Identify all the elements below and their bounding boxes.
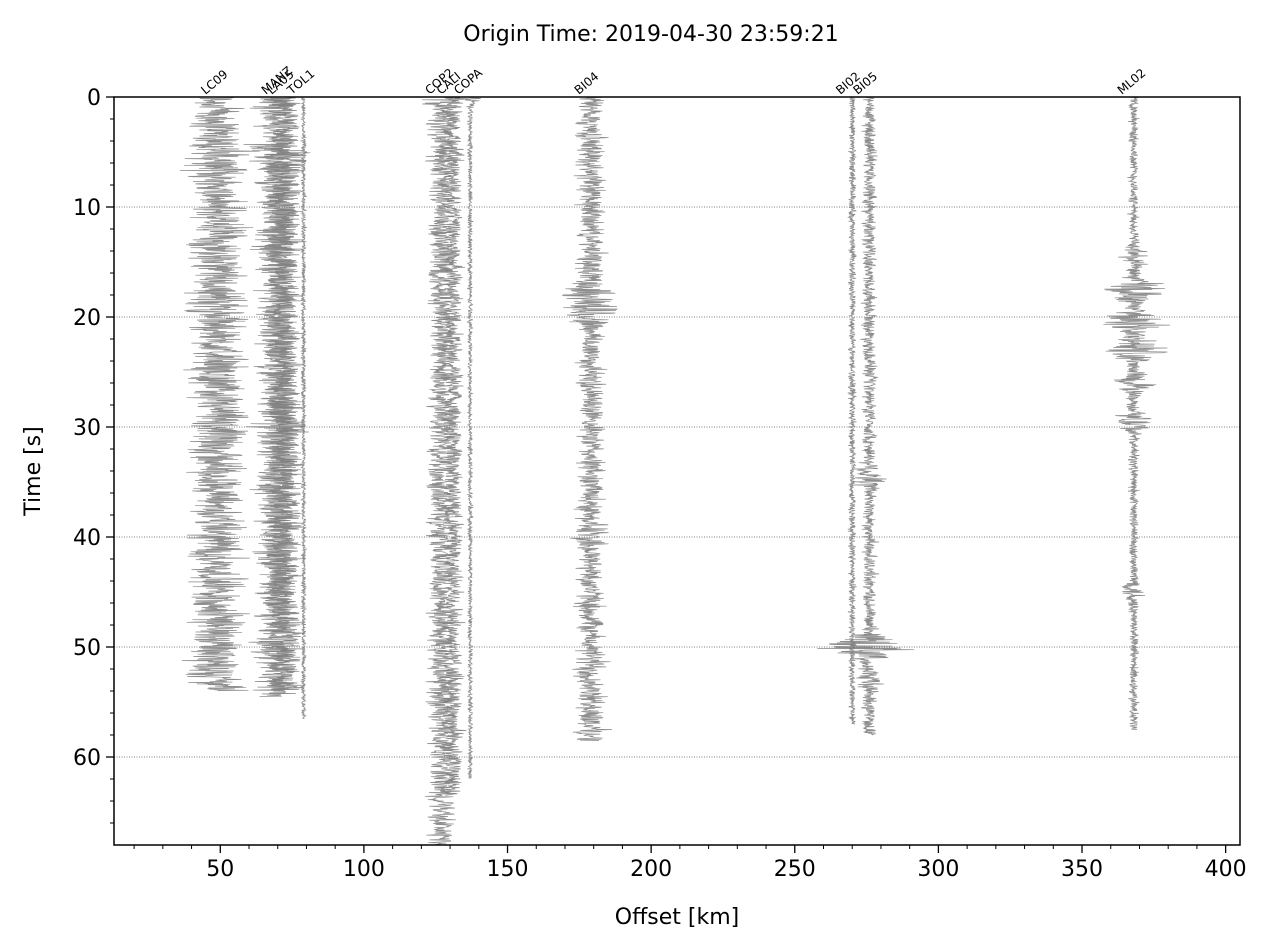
x-tick-label: 350 [1061,857,1103,882]
x-tick-label: 400 [1205,857,1247,882]
y-axis: 0 10 20 30 40 50 60 [73,86,114,824]
traces [179,96,1171,846]
x-tick-label: 250 [774,857,816,882]
trace-tol1 [299,96,308,719]
x-axis-label: Offset [km] [615,905,739,930]
x-tick-label: 150 [487,857,529,882]
x-tick-label: 50 [206,857,234,882]
x-axis: 50 100 150 200 250 300 350 400 [133,845,1247,882]
station-label-copa: COPA [451,65,486,97]
trace-lc09 [179,96,260,692]
station-label-ml02: ML02 [1115,66,1149,97]
y-tick-label: 50 [73,636,101,661]
x-tick-label: 200 [630,857,672,882]
station-label-bi04: BI04 [572,69,602,97]
trace-bi05 [817,96,915,736]
trace-cop2 [421,96,465,846]
y-tick-label: 10 [73,196,101,221]
y-tick-label: 20 [73,306,101,331]
station-label-lc09: LC09 [198,67,230,97]
trace-ml02 [1103,96,1171,730]
y-tick-label: 0 [87,86,101,111]
y-tick-label: 60 [73,746,101,771]
trace-bi02 [847,96,857,725]
trace-cali [439,96,469,796]
x-tick-label: 100 [343,857,385,882]
y-axis-label: Time [s] [21,426,46,516]
x-tick-label: 300 [917,857,959,882]
y-tick-label: 40 [73,526,101,551]
trace-bi04 [561,96,618,741]
y-tick-label: 30 [73,416,101,441]
trace-manz [243,96,311,697]
trace-copa [464,96,481,779]
trace-la05 [257,96,307,692]
chart-title: Origin Time: 2019-04-30 23:59:21 [463,22,838,47]
